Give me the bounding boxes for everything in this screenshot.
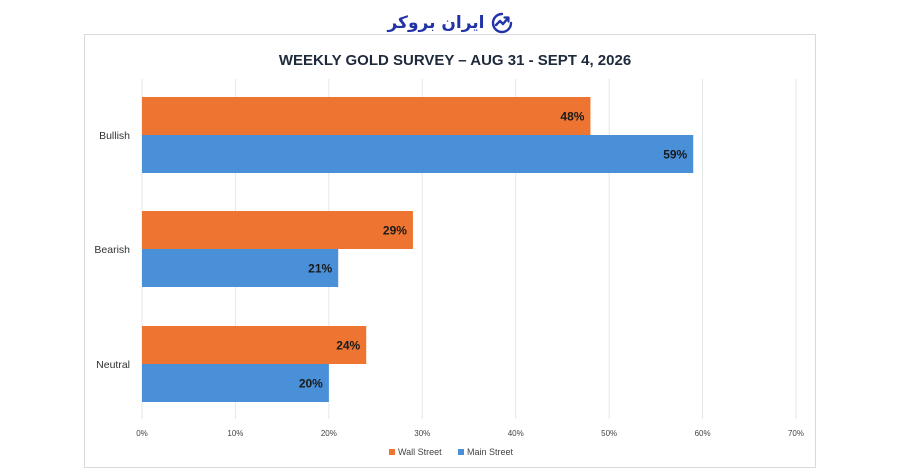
legend-label: Main Street xyxy=(467,447,514,457)
x-tick-label: 40% xyxy=(508,429,524,438)
category-label: Bullish xyxy=(99,130,130,142)
trend-chart-icon xyxy=(491,12,513,34)
data-label: 59% xyxy=(663,148,687,162)
x-tick-labels: 0% 10% 20% 30% 40% 50% 60% 70% xyxy=(136,429,804,438)
data-label: 29% xyxy=(383,224,407,238)
x-tick-label: 20% xyxy=(321,429,337,438)
x-tick-label: 10% xyxy=(227,429,243,438)
x-tick-label: 50% xyxy=(601,429,617,438)
data-label: 20% xyxy=(299,377,323,391)
data-label: 21% xyxy=(308,262,332,276)
data-labels: 48% 59% 29% 21% 24% 20% xyxy=(299,110,688,391)
data-label: 24% xyxy=(336,339,360,353)
chart-card: WEEKLY GOLD SURVEY – AUG 31 - SEPT 4, 20… xyxy=(84,34,816,468)
legend-swatch xyxy=(458,449,464,455)
x-tick-label: 30% xyxy=(414,429,430,438)
category-labels: Bullish Bearish Neutral xyxy=(94,130,130,371)
brand-logo[interactable]: ایران بروکر xyxy=(0,8,900,38)
bar-main-street xyxy=(142,135,694,173)
x-tick-label: 70% xyxy=(788,429,804,438)
legend-swatch xyxy=(389,449,395,455)
bar-wall-street xyxy=(142,97,591,135)
x-tick-label: 60% xyxy=(695,429,711,438)
category-label: Neutral xyxy=(96,359,130,371)
bar-main-street xyxy=(142,364,329,402)
x-tick-label: 0% xyxy=(136,429,148,438)
bar-wall-street xyxy=(142,211,413,249)
bar-main-street xyxy=(142,249,339,287)
bar-wall-street xyxy=(142,326,367,364)
chart-title: WEEKLY GOLD SURVEY – AUG 31 - SEPT 4, 20… xyxy=(279,52,631,69)
brand-name: ایران بروکر xyxy=(387,13,485,33)
bars xyxy=(142,97,694,402)
bar-chart: WEEKLY GOLD SURVEY – AUG 31 - SEPT 4, 20… xyxy=(94,52,804,457)
legend-label: Wall Street xyxy=(398,447,442,457)
category-label: Bearish xyxy=(94,244,130,256)
data-label: 48% xyxy=(560,110,584,124)
legend: Wall Street Main Street xyxy=(389,447,514,457)
